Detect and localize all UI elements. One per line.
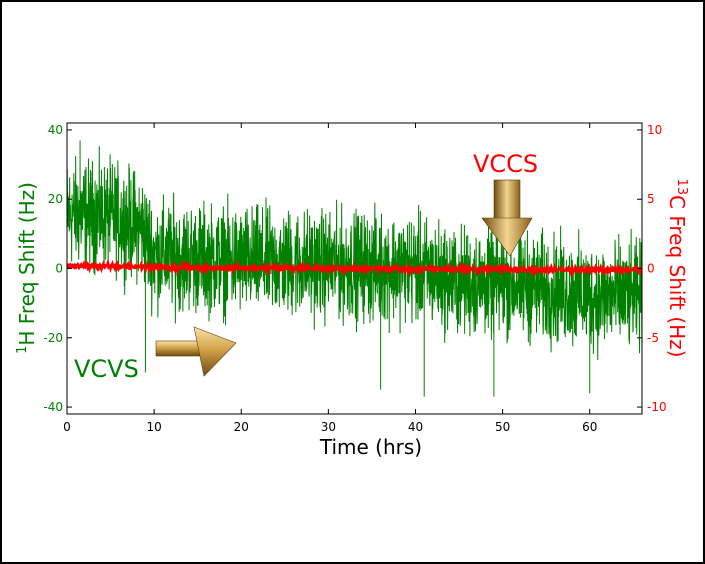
vcvs-label: VCVS [74, 355, 139, 383]
y-right-axis-title: 13C Freq Shift (Hz) [665, 178, 689, 357]
y-left-tick-label: 0 [55, 262, 63, 276]
y-left-tick-label: 20 [48, 192, 63, 206]
x-tick-label: 50 [495, 420, 510, 434]
x-axis-title: Time (hrs) [319, 435, 422, 459]
vccs-label: VCCS [473, 150, 538, 178]
y-right-tick-label: 0 [647, 262, 655, 276]
y-left-axis-title: 1H Freq Shift (Hz) [15, 182, 39, 354]
x-axis-ticks: 0 10 20 30 40 50 60 [63, 123, 597, 434]
x-tick-label: 60 [582, 420, 597, 434]
vcvs-arrow-icon [155, 326, 237, 377]
y-left-tick-label: 40 [48, 123, 63, 137]
y-right-tick-label: -5 [647, 331, 659, 345]
y-left-tick-label: -40 [43, 400, 63, 414]
series-13c-freq-shift [67, 257, 642, 278]
y-right-tick-label: 10 [647, 123, 662, 137]
y-left-tick-label: -20 [43, 331, 63, 345]
x-tick-label: 40 [408, 420, 423, 434]
vccs-arrow-icon [481, 179, 533, 257]
y-left-axis-ticks: 40 20 0 -20 -40 [43, 123, 72, 414]
y-right-tick-label: -10 [647, 400, 667, 414]
x-tick-label: 0 [63, 420, 71, 434]
x-tick-label: 10 [146, 420, 161, 434]
x-tick-label: 20 [234, 420, 249, 434]
x-tick-label: 30 [321, 420, 336, 434]
y-right-tick-label: 5 [647, 192, 655, 206]
y-right-axis-ticks: 10 5 0 -5 -10 [637, 123, 667, 414]
series-1h-freq-shift [67, 140, 642, 397]
